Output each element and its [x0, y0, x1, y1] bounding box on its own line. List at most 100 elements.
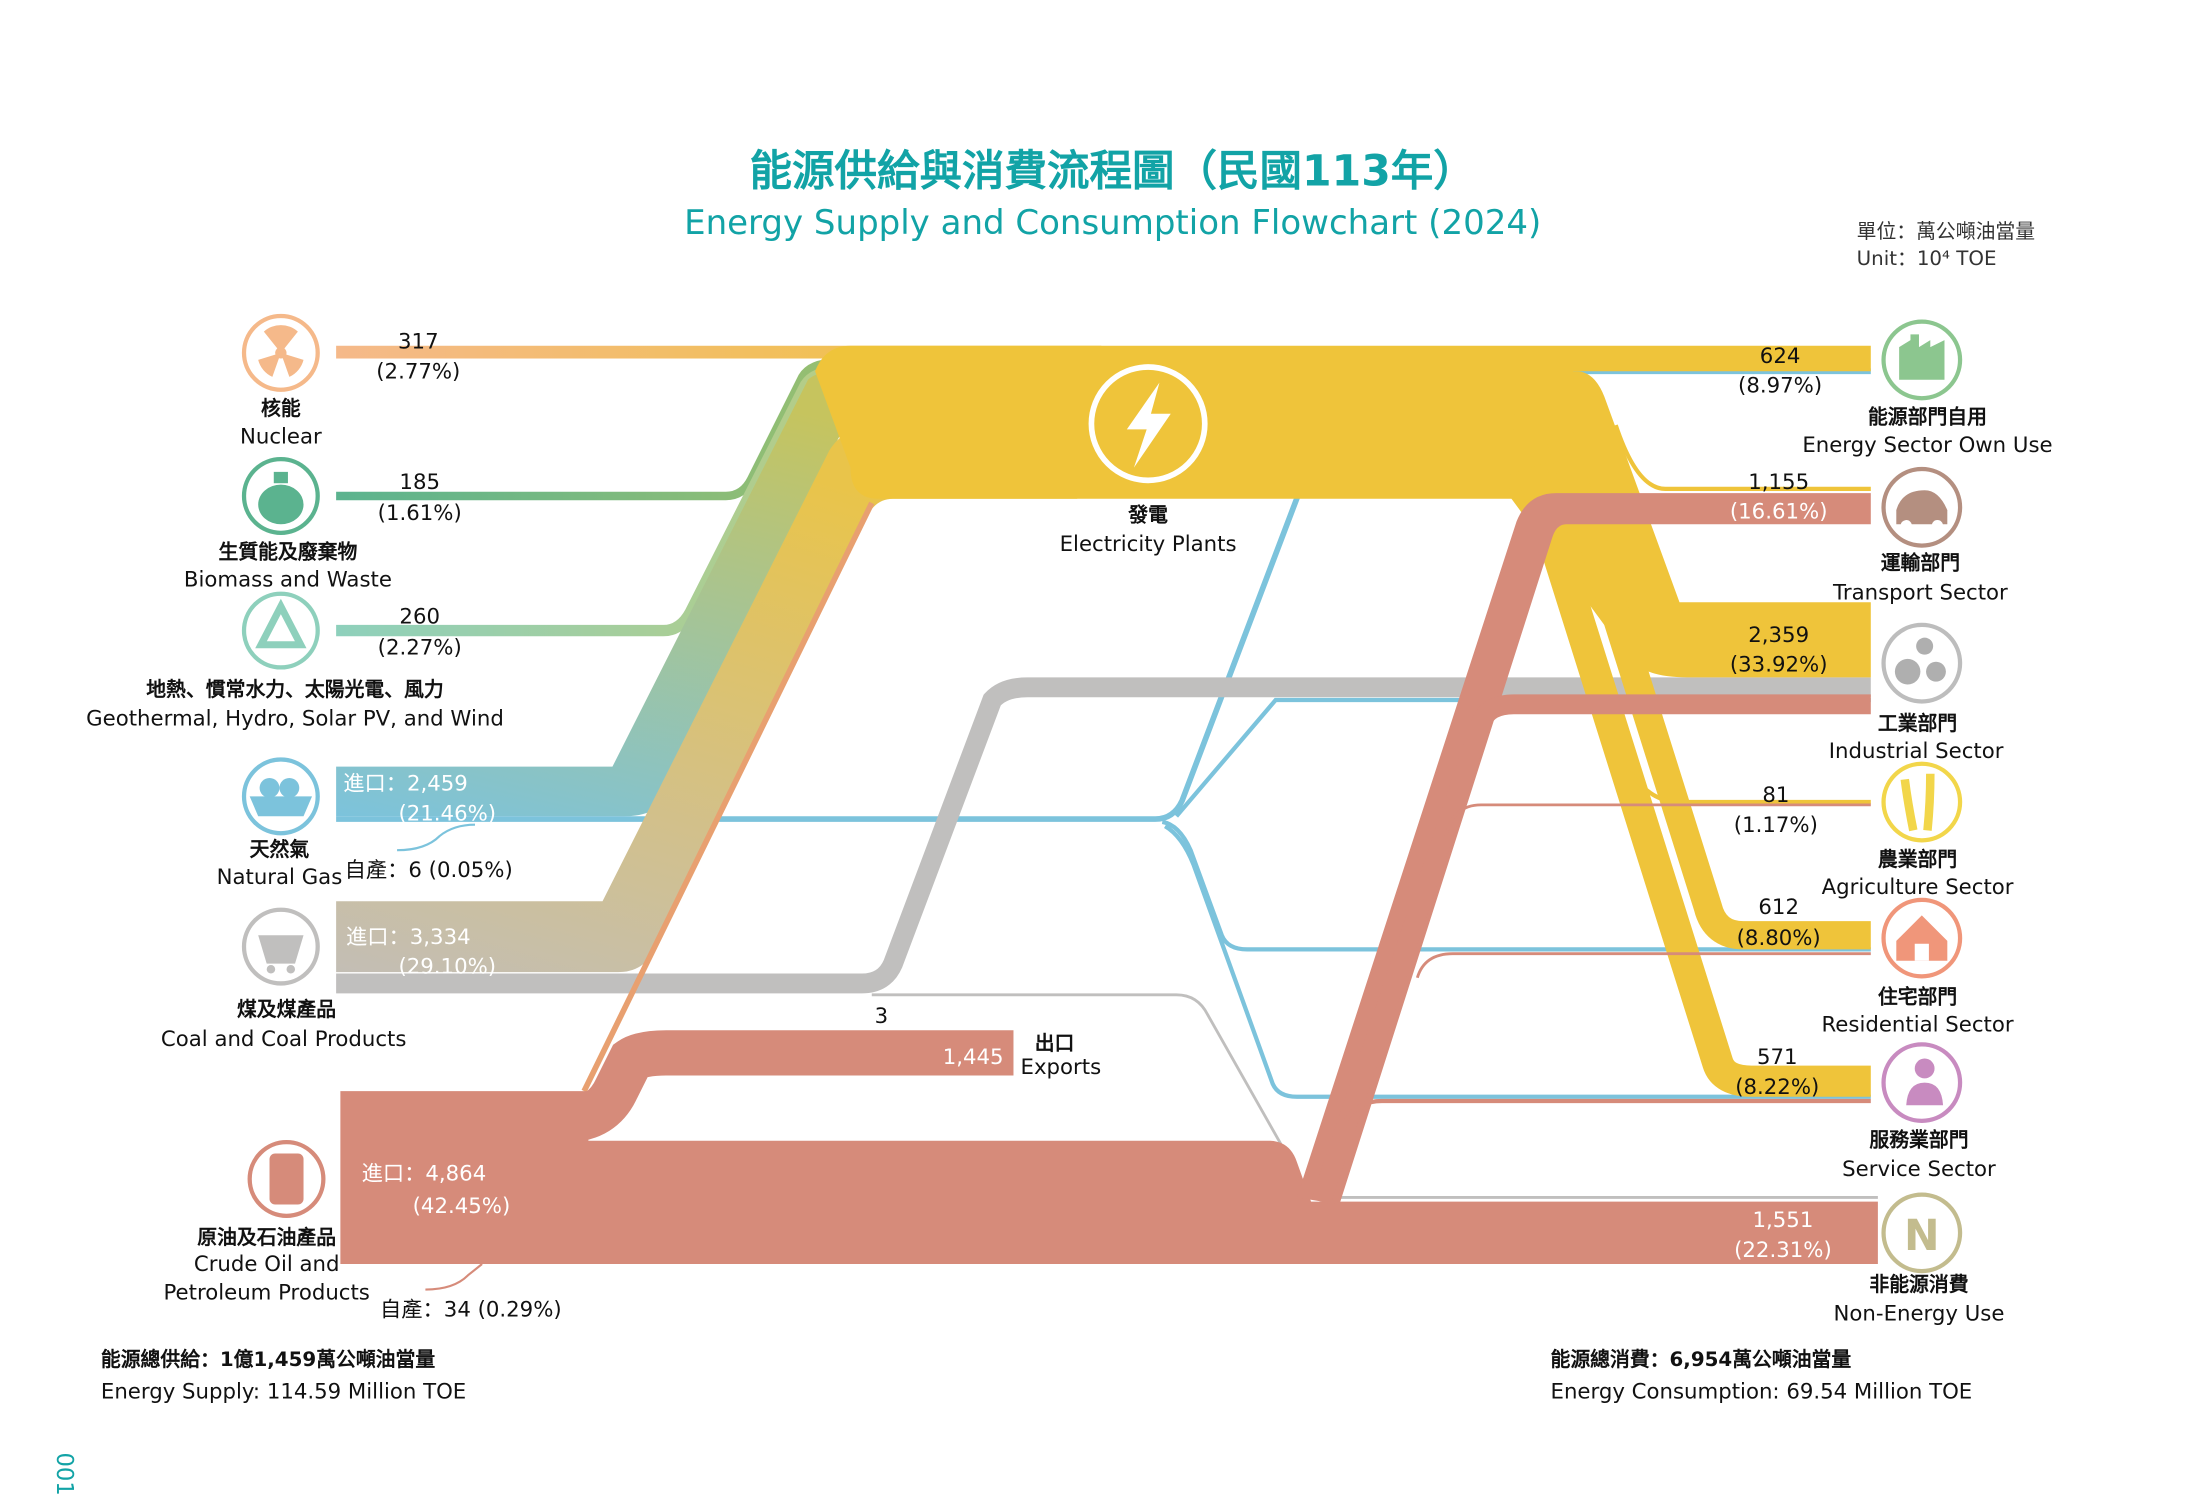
agriculture-pct: (1.17%): [1734, 813, 1818, 838]
non-energy-value: 1,551: [1753, 1208, 1814, 1233]
wheat-icon: [1881, 761, 1963, 843]
page-number: 001: [51, 1452, 77, 1495]
flow-oil-residential: [1415, 952, 1871, 979]
flow-elec-transport: [1613, 424, 1871, 492]
coal-import-pct: (29.10%): [398, 955, 496, 980]
industrial-value: 2,359: [1748, 623, 1809, 648]
flow-oil-to-power: [581, 501, 875, 1093]
unit-en: Unit：10⁴ TOE: [1857, 247, 1997, 270]
oil-label-en2: Petroleum Products: [163, 1280, 369, 1305]
agriculture-label-en: Agriculture Sector: [1822, 875, 2014, 900]
lng-ship-icon: [241, 757, 320, 836]
lightning-icon: [1088, 364, 1208, 484]
flow-elec-service: [1515, 462, 1871, 1097]
agriculture-value: 81: [1762, 783, 1789, 808]
transport-label-en: Transport Sector: [1832, 580, 2008, 605]
gas-domestic-leader: [397, 823, 475, 852]
residential-value: 612: [1758, 895, 1799, 920]
biomass-bag-icon: [241, 457, 320, 535]
mine-cart-icon: [241, 907, 320, 986]
industrial-pct: (33.92%): [1730, 653, 1828, 678]
flow-oil-agri: [1444, 803, 1871, 837]
gas-label-en: Natural Gas: [217, 865, 343, 890]
service-label-en: Service Sector: [1842, 1157, 1996, 1182]
total-consumption-zh: 能源總消費：6,954萬公噸油當量: [1551, 1348, 1852, 1371]
flow-gas-industrial: [1161, 819, 1871, 952]
biomass-value: 185: [399, 470, 440, 495]
radiation-icon: [241, 313, 320, 392]
transport-label-zh: 運輸部門: [1881, 552, 1960, 575]
biomass-label-en: Biomass and Waste: [184, 568, 392, 593]
flow-oil-main: [340, 1091, 1878, 1265]
exports-value: 1,445: [943, 1045, 1004, 1070]
coal-label-en: Coal and Coal Products: [161, 1027, 407, 1052]
recycle-leaf-icon: [241, 591, 320, 670]
residential-label-zh: 住宅部門: [1878, 985, 1957, 1008]
gas-import: 進口：2,459: [343, 772, 468, 797]
nuclear-pct: (2.77%): [376, 359, 460, 384]
nuclear-label-en: Nuclear: [240, 425, 322, 450]
agriculture-label-zh: 農業部門: [1878, 848, 1957, 871]
flow-oil-service: [1344, 1098, 1871, 1121]
unit-zh: 單位：萬公噸油當量: [1857, 220, 2035, 243]
title-zh: 能源供給與消費流程圖（民國113年）: [750, 148, 1476, 197]
house-icon: [1881, 897, 1963, 979]
service-person-icon: [1881, 1042, 1963, 1124]
own-use-pct: (8.97%): [1738, 374, 1822, 399]
oil-import-pct: (42.45%): [413, 1194, 511, 1219]
flow-coal-nonenergy: [871, 993, 1878, 1199]
non-energy-pct: (22.31%): [1734, 1238, 1832, 1263]
flow-coal-industrial: [336, 677, 1871, 994]
nuclear-label-zh: 核能: [261, 397, 301, 420]
flow-oil-transport: [1296, 493, 1871, 1205]
oil-label-en1: Crude Oil and: [194, 1252, 340, 1277]
renewable-pct: (2.27%): [378, 636, 462, 661]
title-en: Energy Supply and Consumption Flowchart …: [684, 203, 1541, 243]
own-use-label-zh: 能源部門自用: [1868, 406, 1987, 429]
flow-elec-agri: [1628, 771, 1871, 805]
flow-electricity-hub: [815, 345, 1871, 499]
industrial-label-zh: 工業部門: [1878, 712, 1957, 735]
industrial-label-en: Industrial Sector: [1829, 739, 2004, 764]
electricity-label-en: Electricity Plants: [1060, 532, 1237, 557]
coal-export-value: 3: [875, 1004, 889, 1029]
svg-text:N: N: [1904, 1212, 1940, 1261]
non-energy-n-icon: N: [1881, 1192, 1963, 1274]
oil-label-zh: 原油及石油產品: [197, 1226, 336, 1249]
total-consumption-en: Energy Consumption: 69.54 Million TOE: [1551, 1380, 1973, 1405]
car-icon: [1881, 466, 1963, 548]
flow-elec-residential: [1542, 420, 1871, 950]
service-label-zh: 服務業部門: [1869, 1128, 1968, 1151]
total-supply-zh: 能源總供給：1億1,459萬公噸油當量: [101, 1348, 435, 1371]
flow-gas-service: [1163, 824, 1871, 1099]
exports-label-zh: 出口: [1035, 1032, 1075, 1055]
electricity-label-zh: 發電: [1127, 503, 1168, 526]
non-energy-label-zh: 非能源消費: [1869, 1273, 1968, 1296]
non-energy-label-en: Non-Energy Use: [1834, 1302, 2005, 1327]
service-value: 571: [1757, 1045, 1798, 1070]
oil-domestic-leader: [425, 1263, 483, 1291]
oil-barrel-icon: [247, 1140, 326, 1218]
gears-icon: [1881, 622, 1963, 704]
gas-import-pct: (21.46%): [398, 801, 496, 826]
factory-icon: [1881, 319, 1963, 401]
gas-label-zh: 天然氣: [250, 838, 310, 861]
nuclear-value: 317: [398, 330, 439, 355]
flow-oil-industrial: [1311, 694, 1871, 1205]
own-use-value: 624: [1760, 344, 1801, 369]
renewable-label-zh: 地熱、慣常水力、太陽光電、風力: [146, 678, 443, 701]
exports-label-en: Exports: [1021, 1055, 1102, 1080]
renewable-value: 260: [399, 605, 440, 630]
gas-domestic: 自產：6 (0.05%): [345, 858, 513, 883]
coal-label-zh: 煤及煤產品: [237, 998, 336, 1021]
coal-import: 進口：3,334: [346, 925, 471, 950]
biomass-pct: (1.61%): [378, 501, 462, 526]
transport-pct: (16.61%): [1730, 500, 1828, 525]
service-pct: (8.22%): [1735, 1075, 1819, 1100]
flow-coal-to-power: [336, 425, 1078, 973]
renewable-label-en: Geothermal, Hydro, Solar PV, and Wind: [86, 707, 504, 732]
residential-label-en: Residential Sector: [1821, 1013, 2013, 1038]
total-supply-en: Energy Supply: 114.59 Million TOE: [101, 1380, 466, 1405]
residential-pct: (8.80%): [1737, 926, 1821, 951]
